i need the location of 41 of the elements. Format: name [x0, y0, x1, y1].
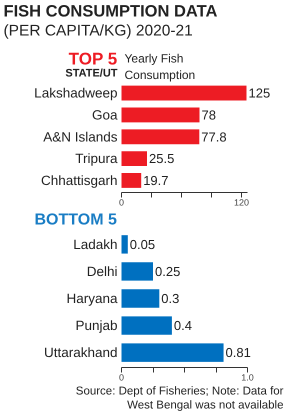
x-tick-label: 1.0	[241, 372, 254, 382]
bar	[122, 316, 172, 335]
data-label: 0.25	[155, 264, 180, 279]
y-tick-label: Goa	[92, 107, 118, 122]
data-label: 25.5	[149, 151, 174, 166]
y-tick-label: Uttarakhand	[44, 345, 118, 360]
bar	[122, 262, 153, 281]
y-tick-label: Chhattisgarh	[40, 172, 118, 188]
bar	[122, 343, 224, 362]
data-label: 0.81	[226, 345, 251, 360]
y-tick-label: Delhi	[86, 264, 118, 279]
y-tick-label: Tripura	[75, 151, 118, 166]
y-axis-title: STATE/UT	[65, 67, 118, 80]
data-label: 78	[202, 107, 216, 122]
source-note: Source: Dept of Fisheries; Note: Data for West Bengal was not available	[76, 386, 284, 411]
y-tick-label: Lakshadweep	[34, 86, 118, 101]
y-tick-label: Punjab	[75, 318, 118, 334]
y-tick-label: Haryana	[66, 291, 118, 306]
chart-title: FISH CONSUMPTION DATA	[4, 2, 218, 20]
data-label: 77.8	[201, 129, 227, 144]
bar	[122, 129, 200, 144]
bar	[122, 289, 160, 308]
data-label: 19.7	[143, 172, 169, 188]
x-tick-label: 120	[234, 198, 250, 208]
chart-subtitle: (PER CAPITA/KG) 2020-21	[4, 22, 193, 40]
text: TOP 5	[68, 50, 118, 69]
data-label: 0.05	[130, 236, 156, 252]
bar	[122, 151, 147, 166]
bar	[122, 173, 142, 188]
bar	[122, 86, 246, 100]
bar	[122, 107, 200, 122]
x-axis-title: Yearly Fish Consumption	[124, 51, 196, 82]
y-tick-label: Ladakh	[73, 236, 118, 252]
data-label: 125	[248, 86, 270, 101]
data-label: 0.3	[161, 291, 180, 306]
bar	[122, 235, 128, 254]
data-label: 0.4	[174, 318, 192, 334]
y-tick-label: A&N Islands	[43, 129, 118, 144]
x-tick-label: 0	[118, 372, 124, 382]
chart-title: BOTTOM 5	[34, 212, 117, 228]
x-tick-label: 0	[118, 198, 124, 208]
